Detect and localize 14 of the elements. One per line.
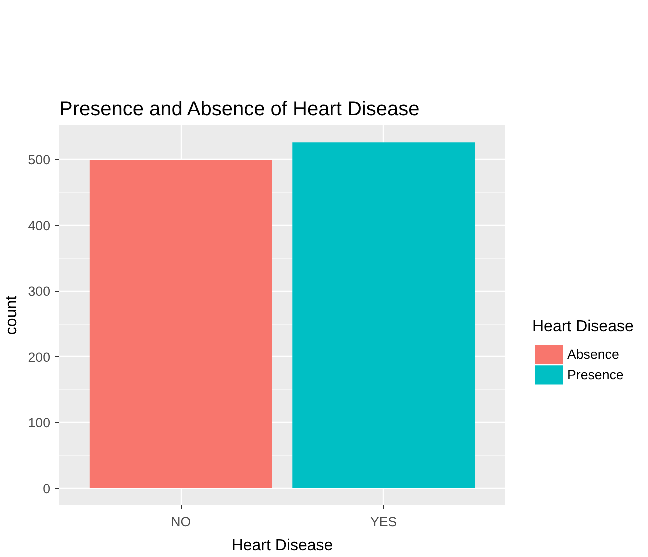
legend-label: Presence	[568, 368, 624, 383]
x-axis-title: Heart Disease	[232, 538, 334, 554]
x-tick-label: NO	[171, 514, 192, 530]
y-tick-label: 200	[28, 350, 51, 365]
legend-label: Absence	[568, 347, 620, 362]
y-tick-label: 500	[28, 152, 51, 168]
x-tick-label: YES	[370, 514, 398, 530]
y-tick-label: 100	[28, 416, 51, 431]
y-tick-label: 400	[28, 218, 51, 234]
y-tick-label: 0	[43, 481, 51, 496]
chart-title: Presence and Absence of Heart Disease	[60, 98, 420, 120]
legend-title: Heart Disease	[532, 318, 634, 336]
y-tick-label: 300	[28, 284, 51, 300]
y-axis-title: count	[3, 295, 20, 336]
